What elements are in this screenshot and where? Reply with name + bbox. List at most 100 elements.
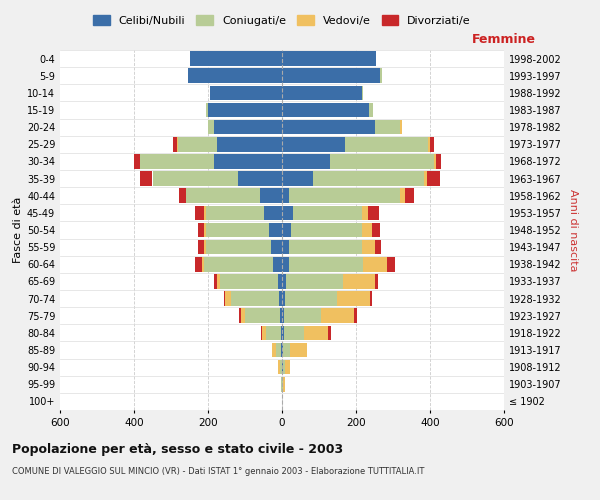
Bar (343, 274, 374, 288)
Bar (214, 120, 282, 134)
Bar (226, 292, 231, 306)
Bar (152, 172, 238, 186)
Bar (290, 342, 307, 357)
Bar (260, 188, 282, 203)
Bar (424, 172, 427, 186)
Bar (281, 377, 282, 392)
Bar (272, 342, 276, 357)
Bar (282, 360, 283, 374)
Bar (283, 360, 284, 374)
Bar (282, 240, 289, 254)
Bar (362, 86, 364, 100)
Bar (282, 188, 289, 203)
Bar (428, 137, 430, 152)
Bar (278, 360, 280, 374)
Bar (282, 377, 283, 392)
Bar (282, 206, 293, 220)
Bar (282, 342, 283, 357)
Bar (284, 326, 304, 340)
Bar (282, 308, 284, 323)
Bar (368, 206, 379, 220)
Bar (197, 240, 204, 254)
Bar (269, 222, 282, 238)
Bar (204, 257, 273, 272)
Bar (282, 172, 313, 186)
Bar (291, 222, 362, 238)
Bar (195, 206, 204, 220)
Bar (188, 68, 282, 83)
Text: Popolazione per età, sesso e stato civile - 2003: Popolazione per età, sesso e stato civil… (12, 442, 343, 456)
Bar (173, 137, 176, 152)
Bar (345, 137, 428, 152)
Bar (354, 308, 357, 323)
Bar (284, 360, 290, 374)
Legend: Celibi/Nubili, Coniugati/e, Vedovi/e, Divorziati/e: Celibi/Nubili, Coniugati/e, Vedovi/e, Di… (89, 10, 475, 30)
Bar (380, 68, 382, 83)
Bar (204, 240, 206, 254)
Bar (245, 308, 280, 323)
Bar (282, 120, 374, 134)
Bar (388, 257, 395, 272)
Bar (405, 188, 414, 203)
Bar (362, 240, 374, 254)
Bar (239, 308, 241, 323)
Bar (330, 154, 434, 168)
Bar (217, 274, 220, 288)
Bar (202, 257, 204, 272)
Bar (436, 154, 441, 168)
Bar (282, 222, 291, 238)
Bar (374, 240, 381, 254)
Bar (289, 188, 400, 203)
Bar (220, 274, 278, 288)
Bar (289, 257, 364, 272)
Bar (206, 102, 208, 118)
Bar (289, 240, 362, 254)
Bar (282, 257, 289, 272)
Bar (206, 240, 271, 254)
Bar (374, 274, 378, 288)
Bar (374, 120, 400, 134)
Bar (262, 326, 266, 340)
Bar (362, 222, 372, 238)
Bar (400, 188, 405, 203)
Bar (282, 68, 380, 83)
Bar (430, 137, 434, 152)
Bar (217, 137, 282, 152)
Bar (190, 52, 282, 66)
Bar (282, 137, 345, 152)
Bar (214, 154, 282, 168)
Bar (266, 326, 281, 340)
Bar (282, 102, 369, 118)
Bar (179, 188, 186, 203)
Bar (134, 154, 140, 168)
Bar (321, 308, 354, 323)
Bar (178, 137, 217, 152)
Bar (281, 326, 282, 340)
Bar (427, 172, 440, 186)
Y-axis label: Fasce di età: Fasce di età (13, 197, 23, 263)
Bar (238, 172, 282, 186)
Bar (195, 257, 202, 272)
Bar (293, 206, 362, 220)
Bar (283, 342, 290, 357)
Bar (271, 240, 282, 254)
Bar (263, 206, 282, 220)
Bar (364, 257, 388, 272)
Bar (204, 222, 206, 238)
Bar (140, 172, 152, 186)
Bar (304, 326, 328, 340)
Bar (176, 137, 178, 152)
Bar (369, 102, 373, 118)
Bar (286, 274, 343, 288)
Bar (231, 292, 279, 306)
Bar (273, 257, 282, 272)
Bar (206, 206, 263, 220)
Bar (204, 206, 206, 220)
Bar (282, 274, 286, 288)
Bar (186, 188, 260, 203)
Bar (362, 206, 368, 220)
Bar (208, 120, 214, 134)
Bar (328, 326, 331, 340)
Bar (337, 292, 370, 306)
Bar (197, 222, 204, 238)
